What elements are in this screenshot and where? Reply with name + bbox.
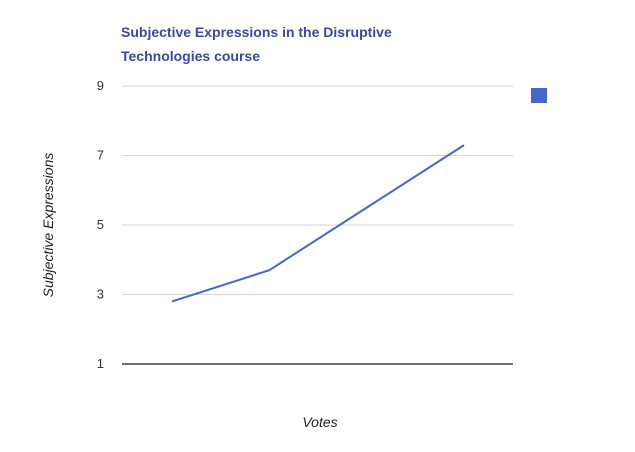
x-axis-title: Votes	[302, 414, 337, 430]
y-tick-label: 1	[97, 356, 104, 371]
series-lines	[171, 144, 465, 303]
chart-title-line-1: Subjective Expressions in the Disruptive	[121, 24, 392, 40]
legend	[531, 88, 547, 103]
y-tick-label: 3	[97, 287, 104, 302]
y-axis-title: Subjective Expressions	[40, 153, 56, 298]
y-tick-label: 7	[97, 148, 104, 163]
chart-title: Subjective Expressions in the Disruptive…	[121, 20, 481, 68]
series-line	[171, 144, 465, 303]
y-tick-label: 5	[97, 217, 104, 232]
legend-swatch	[531, 88, 547, 103]
chart-title-line-2: Technologies course	[121, 48, 260, 64]
y-tick-label: 9	[97, 78, 104, 93]
gridlines	[122, 85, 513, 365]
y-tick-labels: 1 3 5 7 9	[97, 78, 104, 371]
